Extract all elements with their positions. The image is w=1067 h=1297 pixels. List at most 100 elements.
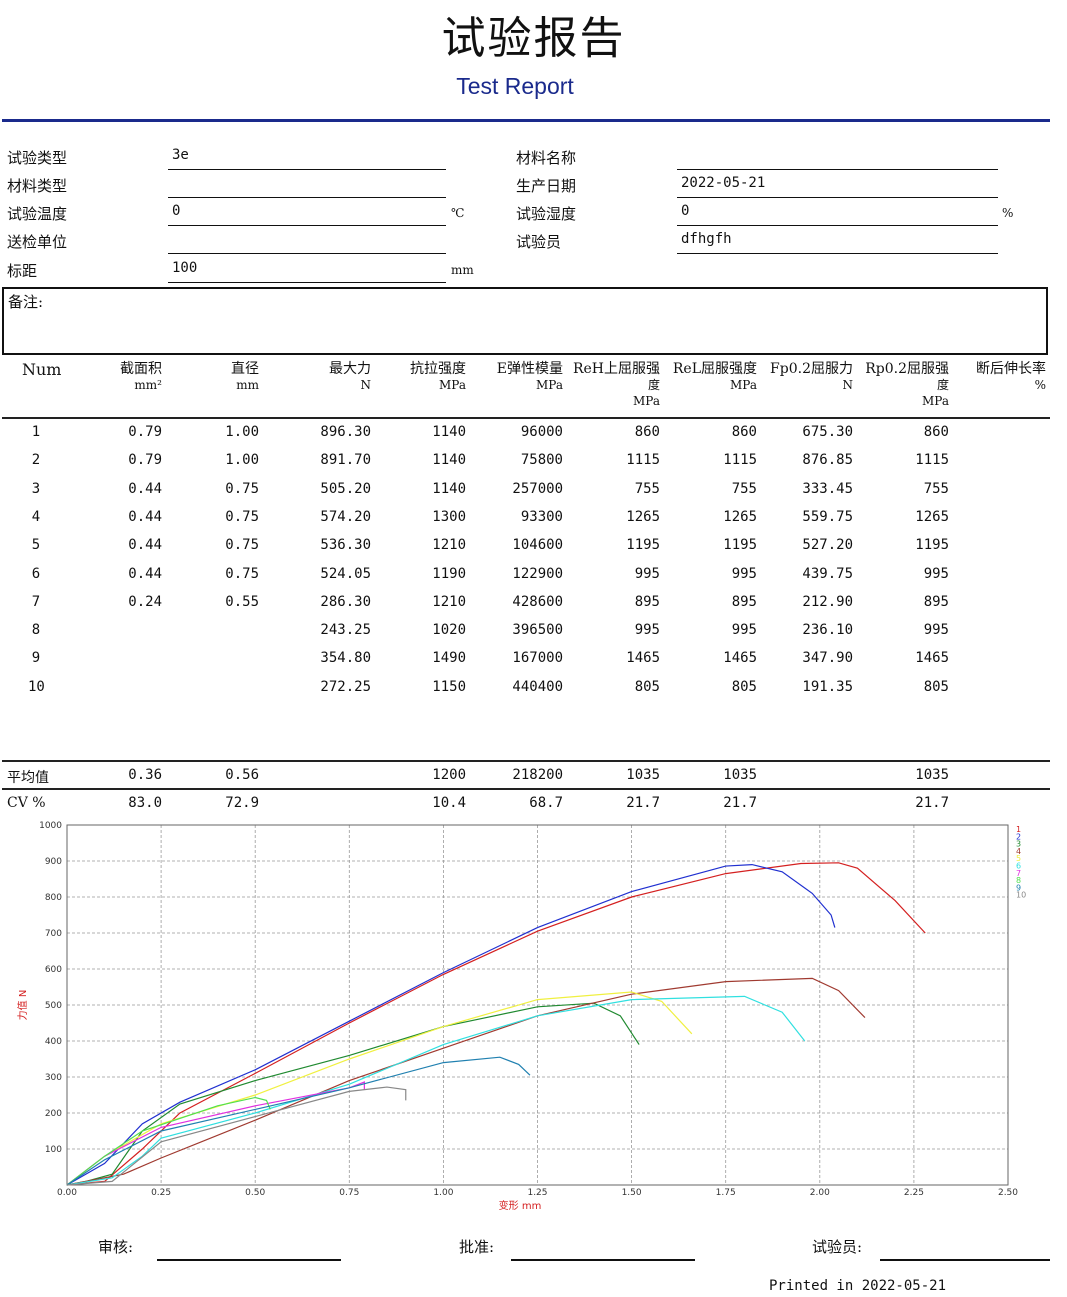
column-header-line: 直径: [231, 361, 259, 377]
table-cell: 1200: [432, 767, 466, 783]
table-cell: 995: [923, 622, 949, 639]
remarks-box: 备注:: [2, 287, 1048, 355]
table-header-rule: [2, 417, 1050, 419]
table-row: 10 272.25 1150 440400 805 805 191.35 805: [0, 679, 1067, 699]
info-label: 材料类型: [7, 177, 68, 195]
table-cell: 891.70: [320, 452, 371, 469]
table-cell: 286.30: [320, 593, 371, 610]
printed-date: Printed in 2022-05-21: [769, 1278, 947, 1294]
column-header-line: ReL屈服强度: [672, 361, 757, 377]
column-header-line: N: [360, 378, 372, 392]
column-header: Fp0.2屈服力 N: [743, 361, 853, 393]
y-tick-label: 200: [45, 1109, 62, 1119]
table-cell: 75800: [520, 452, 563, 469]
x-tick-label: 1.00: [433, 1188, 453, 1198]
table-cell: 1465: [915, 650, 949, 667]
table-cell: 995: [731, 565, 757, 582]
series-line-10: [66, 1086, 407, 1186]
column-header-line: %: [1034, 378, 1046, 392]
table-cell: 333.45: [802, 480, 853, 497]
table-cell: 1140: [432, 452, 466, 469]
info-value: [168, 175, 446, 198]
tester-signature-line: [880, 1259, 1050, 1261]
table-cell: 354.80: [320, 650, 371, 667]
table-cell: 1035: [915, 767, 949, 783]
table-cell: 0.44: [128, 508, 162, 525]
table-cell: 8: [31, 622, 41, 639]
info-label: 送检单位: [7, 233, 68, 251]
table-cell: 895: [634, 593, 660, 610]
table-cell: 96000: [520, 424, 563, 440]
table-cell: 1150: [432, 678, 466, 695]
table-cell: 83.0: [128, 795, 162, 812]
column-header-line: N: [842, 378, 854, 392]
table-cell: 995: [634, 565, 660, 582]
table-cell: 191.35: [802, 678, 853, 695]
table-cell: 212.90: [802, 593, 853, 610]
info-value: [168, 231, 446, 254]
table-cell: 122900: [512, 565, 563, 582]
column-header: ReL屈服强度 MPa: [647, 361, 757, 393]
table-cell: 104600: [512, 537, 563, 554]
info-value: 2022-05-21: [677, 175, 998, 198]
table-cell: 1.00: [225, 424, 259, 440]
info-label: 标距: [7, 262, 38, 280]
info-value: [677, 147, 998, 170]
legend-entry: 6: [1016, 862, 1021, 871]
summary-top-rule: [2, 760, 1050, 762]
y-tick-label: 1000: [39, 821, 62, 831]
info-unit: %: [1002, 206, 1014, 220]
table-cell: 860: [634, 424, 660, 440]
table-row: 3 0.44 0.75 505.20 1140 257000 755 755 333.45 755: [0, 481, 1067, 501]
column-header-line: Fp0.2屈服力: [770, 361, 853, 377]
table-cell: 755: [731, 480, 757, 497]
table-cell: 0.44: [128, 537, 162, 554]
y-axis-label: 力值 N: [16, 990, 29, 1021]
table-cell: 5: [31, 537, 41, 554]
table-cell: 257000: [512, 480, 563, 497]
info-label: 材料名称: [516, 149, 577, 167]
table-cell: 1300: [432, 508, 466, 525]
table-cell: 0.56: [225, 767, 259, 783]
series-line-8: [66, 1096, 271, 1186]
table-cell: 428600: [512, 593, 563, 610]
column-header: 抗拉强度 MPa: [356, 361, 466, 393]
table-cell: 347.90: [802, 650, 853, 667]
table-cell: 10: [28, 678, 45, 695]
table-cell: 805: [634, 678, 660, 695]
table-cell: 9: [31, 650, 41, 667]
table-cell: 2: [31, 452, 41, 469]
table-cell: 995: [731, 622, 757, 639]
table-cell: 755: [923, 480, 949, 497]
table-cell: 755: [634, 480, 660, 497]
info-label: 生产日期: [516, 177, 577, 195]
column-header-line: MPa: [922, 394, 949, 408]
column-header-line: Num: [22, 360, 62, 379]
force-deformation-chart: 0.00 0.25 0.50 0.75 1.00 1.25 1.50 1.75 2.00 2.25…: [16, 821, 1026, 1212]
x-axis-label: 变形 mm: [499, 1199, 542, 1212]
table-cell: 7: [31, 593, 41, 610]
y-tick-label: 900: [45, 857, 62, 867]
table-cell: 0.44: [128, 565, 162, 582]
table-cell: 3: [31, 480, 41, 497]
report-subtitle: Test Report: [456, 73, 574, 99]
column-header-line: mm²: [134, 378, 162, 392]
legend-entry: 2: [1016, 832, 1021, 841]
table-cell: 0.44: [128, 480, 162, 497]
series-line-1: [66, 862, 926, 1186]
column-header-line: ReH上屈服强: [572, 361, 660, 377]
approve-signature-line: [511, 1259, 695, 1261]
table-cell: 1195: [626, 537, 660, 554]
table-cell: 1140: [432, 424, 466, 440]
table-cell: 536.30: [320, 537, 371, 554]
table-cell: 860: [731, 424, 757, 440]
table-cell: 1115: [915, 452, 949, 469]
info-value: 0: [677, 203, 998, 226]
info-unit: ℃: [451, 206, 465, 220]
info-label: 试验类型: [7, 149, 68, 167]
table-cell: 805: [731, 678, 757, 695]
table-cell: 0.75: [225, 480, 259, 497]
column-header-line: 度: [647, 378, 660, 392]
series-line-7: [66, 1081, 365, 1186]
